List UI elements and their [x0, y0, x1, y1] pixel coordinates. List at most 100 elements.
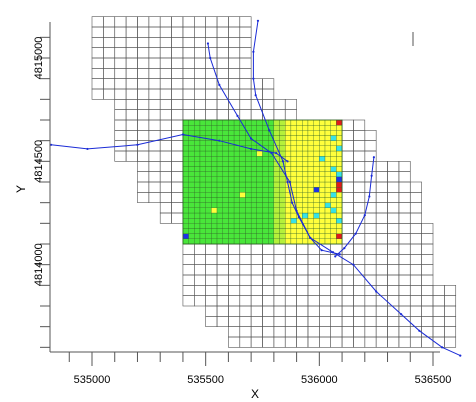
- grid-cell: [148, 181, 161, 193]
- grid-cell: [114, 130, 127, 141]
- grid-cell: [148, 171, 161, 183]
- stream-line: [252, 20, 340, 255]
- stream-vertex: [400, 313, 403, 316]
- heatmap-cell: [296, 192, 303, 198]
- heatmap-cell: [330, 207, 337, 214]
- stream-vertex: [334, 255, 337, 258]
- heatmap-cell: [182, 212, 189, 219]
- heatmap-cell: [222, 156, 229, 162]
- grid-cell: [341, 274, 354, 286]
- heatmap-cell: [194, 197, 201, 203]
- grid-cell: [273, 99, 286, 110]
- heatmap-cell: [250, 166, 257, 172]
- grid-cell: [353, 150, 366, 162]
- grid-cell: [273, 285, 286, 296]
- heatmap-cell: [313, 207, 320, 214]
- grid-cell: [137, 26, 150, 38]
- grid-cell: [171, 119, 184, 131]
- heatmap-cell: [313, 119, 320, 126]
- grid-cell: [398, 223, 411, 234]
- heatmap-cell: [285, 218, 292, 224]
- heatmap-cell: [250, 150, 257, 157]
- heatmap-cell: [268, 171, 275, 177]
- heatmap-cell: [319, 176, 326, 183]
- grid-cell: [319, 316, 332, 327]
- grid-cell: [262, 243, 275, 255]
- grid-cell: [228, 326, 241, 338]
- heatmap-cell: [307, 187, 314, 193]
- heatmap-cell: [245, 140, 252, 146]
- heatmap-cell: [256, 181, 263, 188]
- grid-cell: [159, 109, 172, 121]
- grid-cell: [159, 16, 172, 28]
- heatmap-cell: [290, 125, 297, 131]
- heatmap-cell: [256, 171, 263, 177]
- heatmap-cell: [324, 135, 331, 141]
- grid-cell: [353, 181, 366, 193]
- heatmap-cell: [216, 197, 223, 203]
- heatmap-cell: [233, 150, 240, 157]
- heatmap-cell: [216, 218, 223, 224]
- heatmap-cell: [285, 145, 292, 152]
- heatmap-cell: [194, 156, 201, 162]
- grid-cell: [216, 243, 229, 255]
- heatmap-cell: [199, 238, 206, 245]
- heatmap-cell: [268, 223, 275, 229]
- heatmap-cell: [336, 135, 343, 141]
- heatmap-cell: [296, 150, 303, 157]
- grid-cell: [421, 223, 434, 234]
- heatmap-cell: [324, 145, 331, 152]
- heatmap-cell: [273, 202, 280, 208]
- grid-cell: [375, 254, 388, 265]
- grid-cell: [171, 109, 184, 121]
- heatmap-cell: [319, 238, 326, 245]
- heatmap-cell: [205, 228, 212, 234]
- stream-vertex: [250, 147, 253, 151]
- heatmap-cell: [188, 176, 195, 183]
- grid-cell: [319, 285, 332, 296]
- heatmap-cell: [216, 238, 223, 245]
- grid-cell: [375, 243, 388, 255]
- heatmap-cell: [313, 150, 320, 157]
- heatmap-cell: [290, 218, 297, 224]
- grid-cell: [239, 37, 252, 48]
- grid-cell: [182, 264, 195, 276]
- heatmap-cell: [228, 135, 235, 141]
- grid-cell: [307, 295, 320, 307]
- grid-cell: [432, 295, 445, 307]
- heatmap-cell: [182, 187, 189, 193]
- heatmap-cell: [228, 228, 235, 234]
- grid-cell: [216, 316, 229, 327]
- heatmap-cell: [290, 238, 297, 245]
- grid-cell: [159, 88, 172, 100]
- grid-cell: [182, 99, 195, 110]
- heatmap-cell: [324, 202, 331, 208]
- grid-cell: [409, 264, 422, 276]
- y-tick-label: 4815000: [33, 37, 45, 80]
- grid-cell: [137, 119, 150, 131]
- grid-cell: [387, 264, 400, 276]
- heatmap-cell: [256, 161, 263, 167]
- grid-cell: [228, 47, 241, 59]
- heatmap-cell: [279, 140, 286, 146]
- heatmap-cell: [336, 166, 343, 172]
- grid-cell: [228, 26, 241, 38]
- heatmap-cell: [336, 228, 343, 234]
- grid-cell: [341, 140, 354, 152]
- heatmap-cell: [250, 192, 257, 198]
- grid-cell: [273, 326, 286, 338]
- stream-vertex: [250, 137, 253, 140]
- grid-cell: [228, 264, 241, 276]
- heatmap-cell: [268, 238, 275, 245]
- heatmap-cell: [302, 187, 309, 193]
- heatmap-cell: [336, 218, 343, 224]
- heatmap-cell: [296, 181, 303, 188]
- grid-cell: [159, 47, 172, 59]
- grid-cell: [353, 305, 366, 317]
- grid-cell: [409, 316, 422, 327]
- heatmap-cell: [296, 238, 303, 245]
- heatmap-cell: [273, 228, 280, 234]
- stream-vertex: [370, 174, 373, 177]
- grid-cell: [319, 295, 332, 307]
- grid-cell: [375, 285, 388, 296]
